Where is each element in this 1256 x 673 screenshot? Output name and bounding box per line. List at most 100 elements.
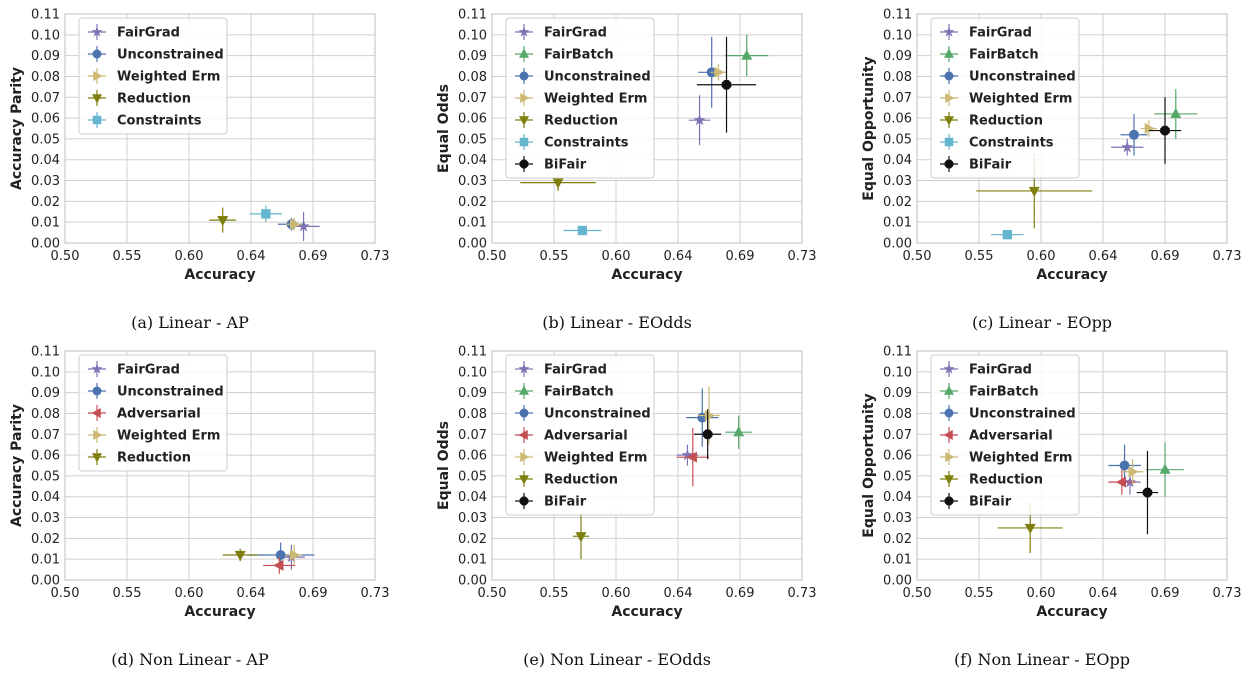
point-fairbatch — [725, 34, 769, 77]
legend-marker-reduction — [92, 94, 102, 104]
x-tick-label: 0.64 — [1089, 249, 1118, 264]
legend-marker-adversarial — [943, 430, 953, 440]
marker-fairgrad — [693, 113, 706, 126]
legend-label-reduction: Reduction — [544, 473, 618, 488]
legend-marker-reduction — [944, 475, 954, 485]
legend-marker-fairgrad — [518, 26, 530, 37]
y-tick-label: 0.04 — [458, 153, 487, 168]
legend-label-unconstrained: Unconstrained — [117, 385, 224, 400]
legend-label-constraints: Constraints — [544, 136, 629, 151]
legend-marker-adversarial — [518, 430, 528, 440]
legend-box — [78, 354, 228, 472]
y-tick-label: 0.02 — [31, 195, 60, 210]
marker-bifair — [1142, 487, 1153, 498]
legend-label-adversarial: Adversarial — [544, 429, 628, 444]
legend-marker-fairbatch — [944, 48, 954, 58]
legend-marker-reduction — [519, 116, 529, 126]
legend-entry-weighted-erm: Weighted Erm — [515, 449, 647, 466]
point-constraints — [991, 230, 1024, 240]
point-weighted-erm — [710, 63, 727, 81]
legend-label-bifair: BiFair — [544, 158, 587, 173]
legend-marker-bifair — [944, 496, 954, 506]
marker-fairgrad — [297, 220, 310, 232]
y-axis-label: Accuracy Parity — [9, 404, 25, 527]
legend-label-fairbatch: FairBatch — [969, 385, 1039, 400]
legend-entry-constraints: Constraints — [515, 134, 629, 151]
marker-reduction — [217, 215, 229, 227]
legend-label-adversarial: Adversarial — [117, 407, 201, 422]
legend-entry-unconstrained: Unconstrained — [515, 405, 651, 422]
legend-marker-unconstrained — [519, 408, 529, 418]
x-axis-label: Accuracy — [184, 604, 255, 620]
y-tick-label: 0.09 — [31, 49, 60, 64]
x-axis-label: Accuracy — [1036, 604, 1107, 620]
marker-reduction — [1024, 523, 1036, 534]
y-tick-label: 0.03 — [883, 174, 912, 189]
point-unconstrained — [686, 388, 719, 447]
legend-label-fairbatch: FairBatch — [544, 48, 614, 63]
y-tick-label: 0.09 — [458, 49, 487, 64]
legend-entry-reduction: Reduction — [515, 471, 618, 488]
y-tick-label: 0.10 — [31, 365, 60, 380]
y-axis-label: Equal Opportunity — [861, 56, 877, 200]
x-tick-label: 0.64 — [1089, 586, 1118, 601]
y-tick-label: 0.08 — [31, 70, 60, 85]
legend-box — [930, 17, 1080, 179]
y-tick-label: 0.02 — [883, 532, 912, 547]
point-bifair — [1136, 450, 1159, 535]
legend-label-bifair: BiFair — [544, 495, 587, 510]
point-adversarial — [1108, 469, 1136, 495]
legend-label-reduction: Reduction — [544, 114, 618, 129]
legend-entry-constraints: Constraints — [940, 134, 1054, 151]
caption-6: (f) Non Linear - EOpp — [954, 650, 1130, 669]
marker-weighted-erm — [704, 410, 716, 422]
x-tick-label: 0.73 — [788, 249, 817, 264]
x-tick-label: 0.60 — [175, 586, 204, 601]
legend-label-fairgrad: FairGrad — [117, 363, 180, 378]
legend-box — [505, 17, 655, 179]
legend-marker-reduction — [944, 116, 954, 126]
x-tick-label: 0.60 — [602, 586, 631, 601]
x-axis-label: Accuracy — [611, 267, 682, 283]
y-tick-label: 0.07 — [458, 91, 487, 106]
legend-marker-weighted-erm — [93, 71, 103, 81]
legend-label-constraints: Constraints — [117, 114, 202, 129]
y-tick-label: 0.03 — [883, 511, 912, 526]
legend-entry-constraints: Constraints — [88, 112, 202, 129]
y-tick-label: 0.07 — [883, 91, 912, 106]
point-bifair — [1148, 97, 1182, 164]
legend-marker-adversarial — [91, 408, 101, 418]
legend-marker-reduction — [92, 453, 102, 463]
y-tick-label: 0.11 — [31, 345, 60, 360]
y-axis-label: Equal Odds — [436, 84, 452, 173]
x-tick-label: 0.69 — [1151, 249, 1180, 264]
y-tick-label: 0.10 — [883, 28, 912, 43]
x-tick-label: 0.64 — [237, 249, 266, 264]
legend-entry-unconstrained: Unconstrained — [940, 68, 1076, 85]
legend-label-unconstrained: Unconstrained — [117, 48, 224, 63]
marker-fairbatch — [1159, 463, 1171, 474]
point-weighted-erm — [286, 218, 303, 231]
legend-marker-weighted-erm — [945, 93, 955, 103]
marker-unconstrained — [1119, 460, 1130, 471]
y-axis-label: Equal Odds — [436, 421, 452, 510]
marker-adversarial — [273, 559, 284, 571]
point-reduction — [222, 548, 258, 562]
subplot-2: 0.50 0.55 0.60 0.64 0.69 0.73 0.00 0.01 0.02 0.03… — [436, 8, 816, 284]
y-tick-label: 0.04 — [31, 490, 60, 505]
marker-weighted-erm — [290, 549, 301, 561]
y-tick-label: 0.05 — [883, 469, 912, 484]
legend-label-weighted-erm: Weighted Erm — [969, 92, 1072, 107]
marker-bifair — [1160, 125, 1170, 136]
axes-frame — [916, 350, 1228, 581]
legend-label-unconstrained: Unconstrained — [969, 70, 1076, 85]
legend-marker-unconstrained — [92, 49, 102, 59]
marker-fairgrad — [1123, 475, 1136, 488]
x-tick-label: 0.60 — [602, 249, 631, 264]
legend-entry-fairbatch: FairBatch — [515, 46, 614, 63]
caption-1: (a) Linear - AP — [131, 313, 249, 332]
x-tick-label: 0.60 — [1027, 586, 1056, 601]
y-tick-label: 0.04 — [31, 153, 60, 168]
point-bifair — [694, 409, 722, 460]
legend-entry-weighted-erm: Weighted Erm — [940, 449, 1072, 466]
